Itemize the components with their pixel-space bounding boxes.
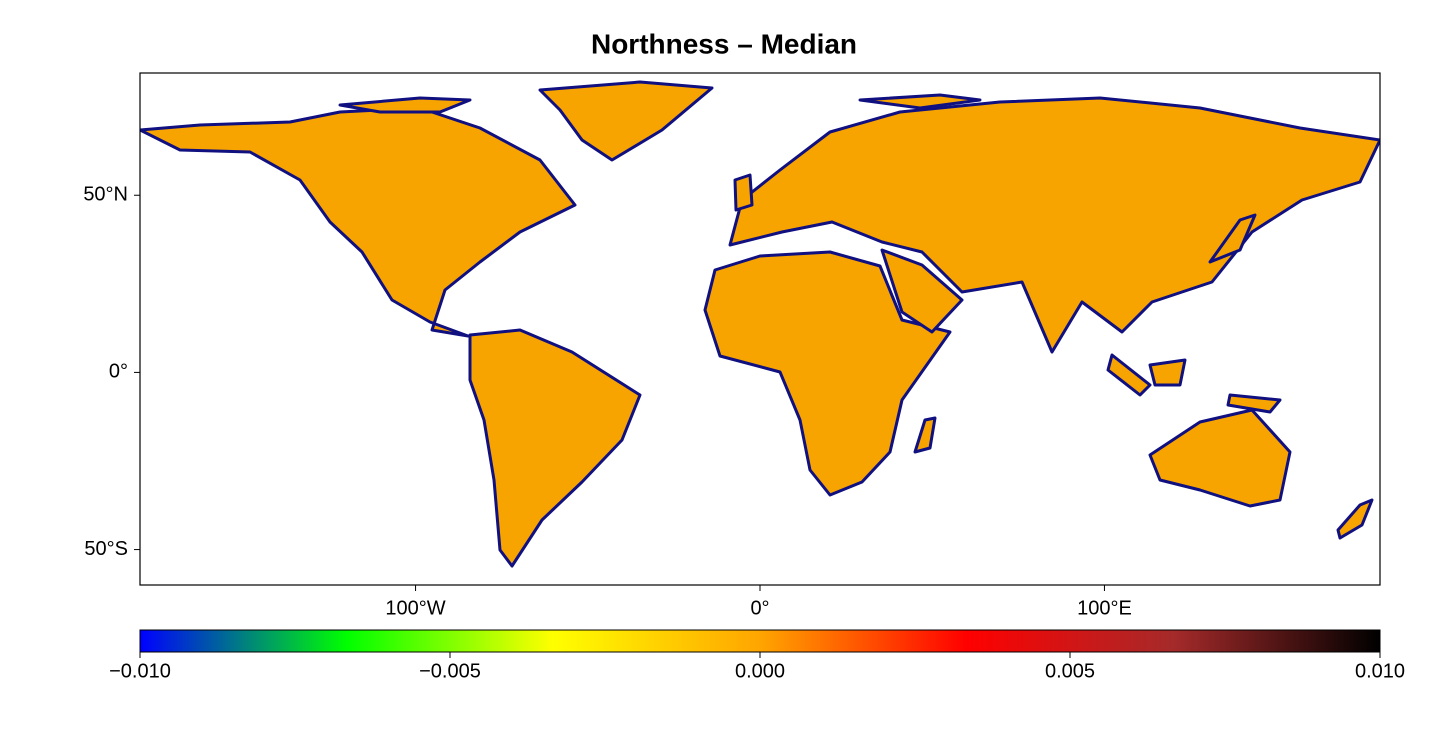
y-tick-label: 50°N bbox=[83, 184, 128, 206]
x-tick-label: 100°W bbox=[385, 597, 445, 619]
australia bbox=[1148, 408, 1292, 508]
colorbar-tick-label: 0.005 bbox=[1045, 660, 1095, 682]
arabia bbox=[880, 248, 964, 334]
arctic-islands bbox=[338, 93, 982, 114]
madagascar bbox=[913, 416, 937, 454]
british-isles bbox=[733, 173, 754, 212]
colorbar-tick-label: −0.010 bbox=[109, 660, 171, 682]
indonesia bbox=[1106, 353, 1282, 414]
greenland bbox=[538, 80, 714, 162]
chart-title: Northness – Median bbox=[591, 28, 857, 59]
colorbar-tick-label: 0.000 bbox=[735, 660, 785, 682]
colorbar bbox=[139, 629, 1381, 653]
x-tick-label: 100°E bbox=[1077, 597, 1132, 619]
y-tick-label: 0° bbox=[109, 361, 128, 383]
africa bbox=[703, 250, 952, 497]
colorbar-tick-label: −0.005 bbox=[419, 660, 481, 682]
colorbar-tick-label: 0.010 bbox=[1355, 660, 1405, 682]
japan bbox=[1208, 213, 1257, 264]
y-tick-label: 50°S bbox=[84, 538, 128, 560]
new-zealand bbox=[1336, 498, 1374, 540]
x-tick-label: 0° bbox=[750, 597, 769, 619]
north-america bbox=[140, 106, 577, 338]
south-america bbox=[468, 328, 642, 568]
land-layer bbox=[140, 80, 1380, 568]
eurasia bbox=[728, 96, 1380, 354]
